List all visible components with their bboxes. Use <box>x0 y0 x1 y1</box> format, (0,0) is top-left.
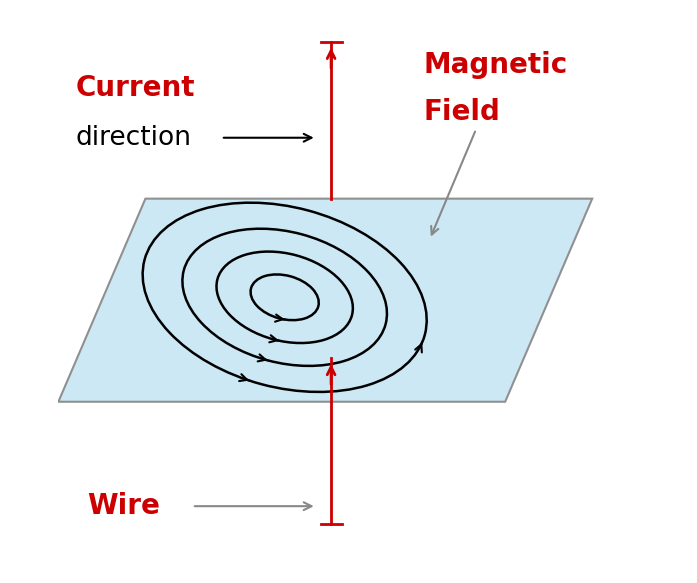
Text: Field: Field <box>424 97 501 125</box>
Text: direction: direction <box>76 125 192 151</box>
Text: Wire: Wire <box>87 492 160 520</box>
Text: Current: Current <box>76 75 195 103</box>
Polygon shape <box>59 199 592 402</box>
Text: Magnetic: Magnetic <box>424 51 568 79</box>
